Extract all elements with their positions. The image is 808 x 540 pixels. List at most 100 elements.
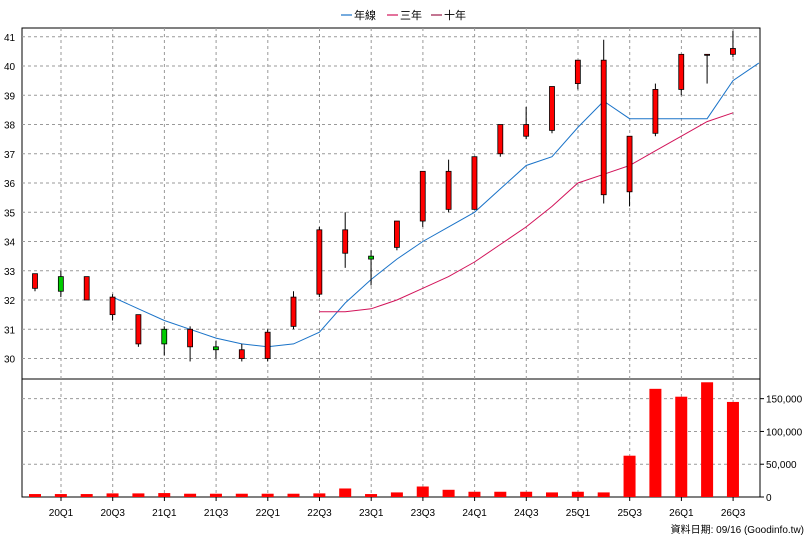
- candle-body: [497, 124, 504, 155]
- volume-bar: [675, 396, 688, 497]
- data-date-footer: 資料日期: 09/16 (Goodinfo.tw): [671, 523, 804, 536]
- legend-label-year: 年線: [354, 8, 376, 22]
- time-tick-label: 22Q1: [256, 508, 281, 519]
- time-tick-label: 22Q3: [307, 508, 332, 519]
- candle-body: [238, 349, 245, 359]
- candle-body: [574, 59, 581, 84]
- candlestick: [497, 124, 504, 157]
- candlestick: [342, 212, 349, 268]
- candlestick: [626, 135, 633, 207]
- candle-body: [678, 53, 685, 90]
- time-tick-label: 26Q1: [669, 508, 694, 519]
- candle-body: [523, 124, 530, 137]
- volume-bar: [701, 382, 714, 497]
- volume-bar: [649, 388, 662, 497]
- candlestick: [600, 39, 607, 204]
- volume-bar: [209, 493, 222, 497]
- legend-label-ten-year: 十年: [444, 8, 466, 22]
- volume-bar: [261, 493, 274, 497]
- volume-tick-label: 150,000: [766, 395, 803, 406]
- candle-body: [419, 170, 426, 222]
- candle-body: [264, 331, 271, 359]
- candlestick: [393, 220, 400, 251]
- three-year-line: [319, 112, 734, 313]
- grid-layer: [22, 28, 760, 497]
- candle-body: [471, 156, 478, 210]
- candlestick: [471, 156, 478, 210]
- volume-tick-label: 100,000: [766, 427, 803, 438]
- candlestick: [264, 329, 271, 362]
- candlestick: [419, 170, 426, 227]
- candle-body: [316, 229, 323, 295]
- time-tick-label: 25Q3: [617, 508, 642, 519]
- moving-average-lines: [112, 62, 760, 348]
- candlestick: [316, 226, 323, 298]
- candlestick: [368, 250, 374, 286]
- candle-body: [161, 328, 168, 345]
- candlestick: [238, 343, 245, 362]
- candle-body: [652, 89, 659, 134]
- candle-body: [600, 59, 607, 196]
- candlestick: [549, 86, 555, 134]
- time-tick-label: 23Q3: [411, 508, 436, 519]
- volume-bar: [623, 455, 636, 497]
- candle-body: [57, 276, 64, 292]
- candle-body: [32, 273, 38, 289]
- candlestick: [135, 314, 142, 347]
- candlestick: [704, 53, 710, 84]
- volume-bar: [416, 486, 429, 497]
- time-tick-label: 20Q1: [49, 508, 74, 519]
- candlestick: [187, 326, 194, 362]
- candle-body: [393, 220, 400, 248]
- price-tick-label: 40: [4, 62, 16, 73]
- time-tick-label: 21Q1: [152, 508, 177, 519]
- volume-tick-label: 0: [766, 493, 772, 504]
- candlestick: [57, 270, 64, 298]
- price-tick-label: 32: [4, 296, 16, 307]
- volume-bar: [468, 491, 481, 497]
- candle-body: [290, 296, 297, 327]
- price-plot-frame: [21, 27, 761, 380]
- candle-body: [135, 314, 142, 345]
- volume-tick-label: 50,000: [766, 460, 797, 471]
- volume-bar: [313, 493, 326, 497]
- price-tick-label: 30: [4, 355, 16, 366]
- volume-bars: [29, 382, 739, 497]
- time-tick-label: 21Q3: [204, 508, 229, 519]
- candlestick: [83, 276, 90, 301]
- price-tick-label: 33: [4, 267, 16, 278]
- candle-body: [109, 296, 116, 316]
- legend: 年線 三年 十年: [341, 8, 466, 22]
- candlestick: [290, 291, 297, 330]
- volume-bar: [571, 491, 584, 497]
- candlestick: [678, 53, 685, 96]
- time-tick-label: 24Q3: [514, 508, 539, 519]
- time-tick-label: 24Q1: [462, 508, 487, 519]
- candlestick: [730, 30, 736, 58]
- candle-body: [730, 48, 736, 55]
- volume-bar: [80, 494, 93, 497]
- price-tick-label: 34: [4, 238, 16, 249]
- volume-bar: [106, 493, 119, 497]
- volume-bar: [546, 492, 558, 497]
- price-tick-label: 39: [4, 91, 16, 102]
- candlestick: [574, 59, 581, 90]
- candle-body: [445, 170, 452, 210]
- candle-body: [342, 229, 349, 254]
- time-tick-label: 26Q3: [721, 508, 746, 519]
- price-tick-label: 37: [4, 150, 16, 161]
- price-tick-label: 31: [4, 325, 16, 336]
- candle-body: [549, 86, 555, 131]
- time-tick-label: 25Q1: [566, 508, 591, 519]
- axis-labels: 30 31 32 33 34 35 36 37 38 39 40 41 0 50,000 100,000 15…: [4, 33, 803, 519]
- candle-body: [83, 276, 90, 301]
- volume-bar: [287, 493, 300, 497]
- candle-body: [213, 346, 219, 351]
- volume-bar: [339, 488, 352, 497]
- volume-bar: [29, 494, 41, 497]
- volume-bar: [184, 493, 197, 497]
- candlestick: [109, 294, 116, 321]
- price-tick-label: 38: [4, 121, 16, 132]
- candle-body: [187, 328, 194, 348]
